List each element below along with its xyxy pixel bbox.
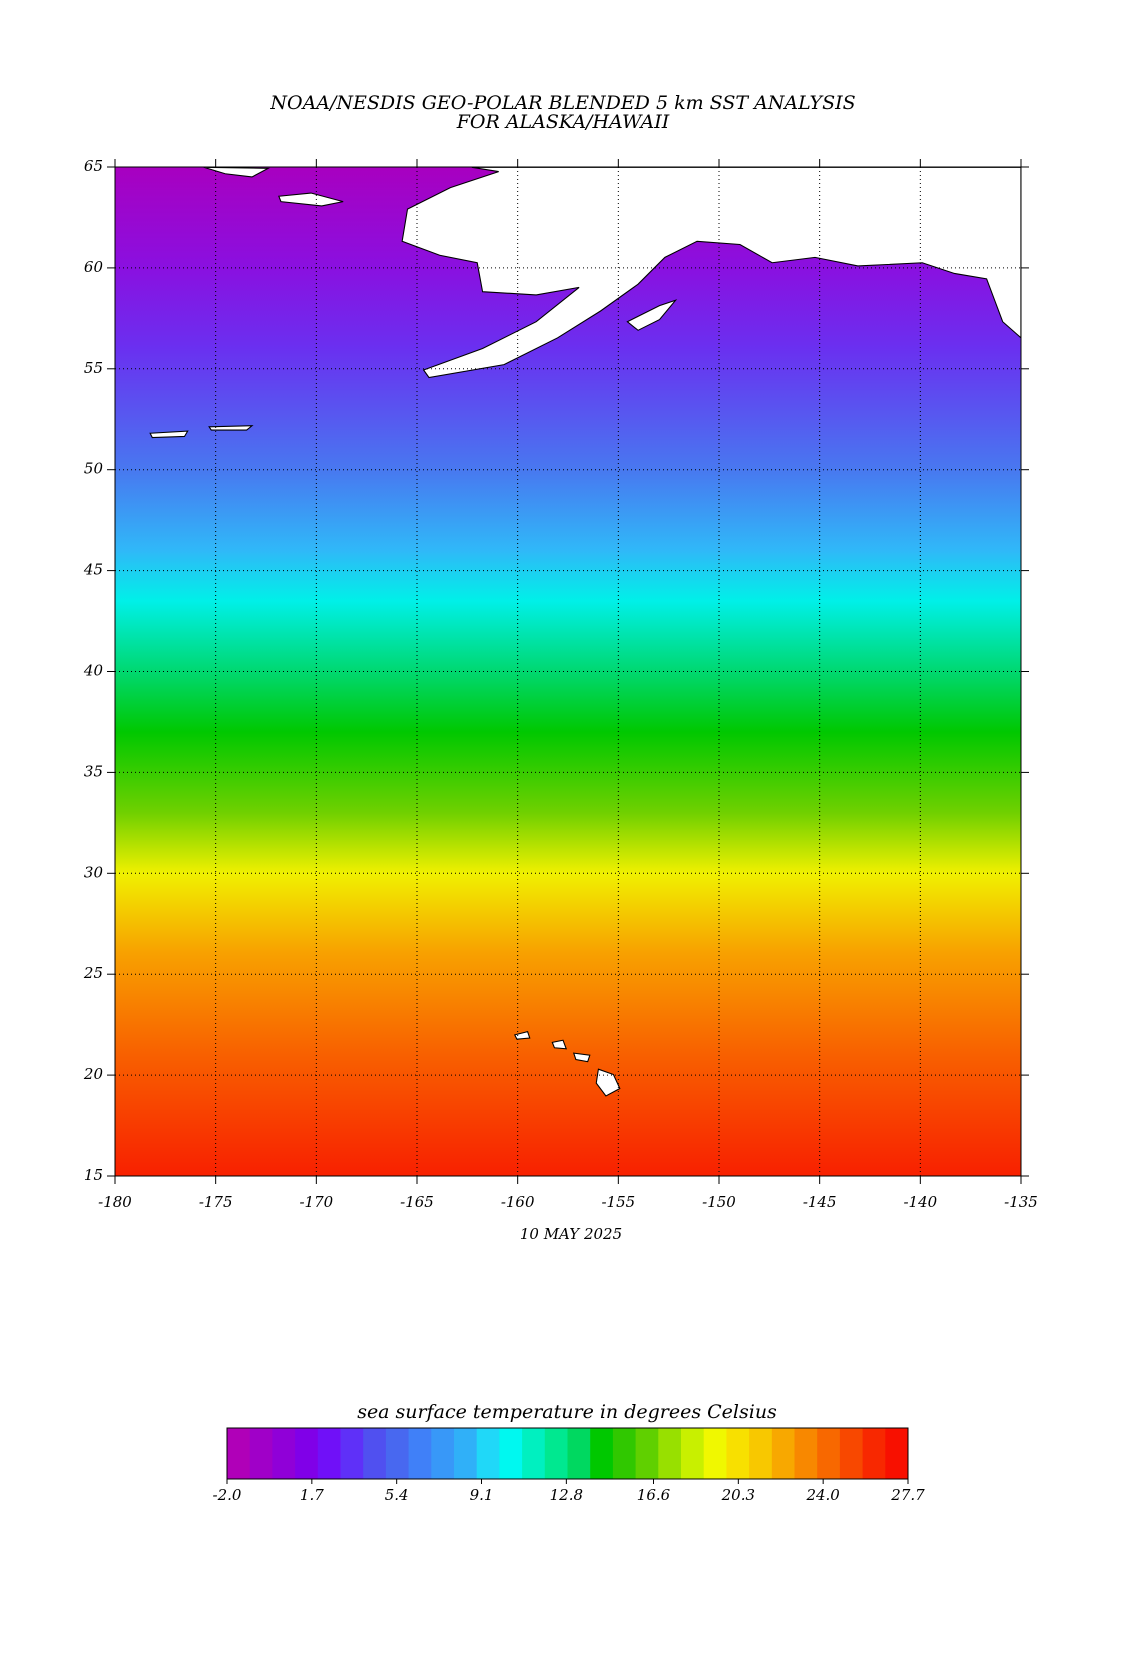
y-tick-label: 40 <box>83 662 104 680</box>
colorbar-tick-label: 24.0 <box>805 1486 840 1504</box>
colorbar-cell <box>544 1428 568 1479</box>
colorbar-tick-label: 16.6 <box>637 1486 671 1504</box>
colorbar-cell <box>681 1428 705 1479</box>
date: 10 MAY 2025 <box>520 1225 622 1243</box>
y-tick-label: 50 <box>84 460 104 478</box>
y-tick-label: 15 <box>84 1166 103 1184</box>
colorbar-cell <box>431 1428 455 1479</box>
colorbar-tick-label: -2.0 <box>213 1486 242 1504</box>
colorbar-cell <box>249 1428 273 1479</box>
x-tick-label: -155 <box>601 1193 635 1211</box>
colorbar-tick-label: 1.7 <box>300 1486 324 1504</box>
land <box>149 166 1022 1097</box>
colorbar-cell <box>385 1428 410 1479</box>
colorbar-cell <box>522 1428 546 1479</box>
x-tick-label: -145 <box>803 1193 837 1211</box>
x-tick-label: -175 <box>199 1193 233 1211</box>
colorbar-cell <box>227 1428 251 1479</box>
colorbar-cell <box>885 1428 909 1479</box>
x-tick-label: -135 <box>1004 1193 1038 1211</box>
x-tick-label: -180 <box>98 1193 132 1211</box>
colorbar-cell <box>703 1428 727 1479</box>
colorbar-cell <box>862 1428 886 1479</box>
colorbar-cell <box>340 1428 364 1479</box>
colorbar-tick-label: 5.4 <box>385 1486 409 1504</box>
y-tick-label: 60 <box>84 258 104 276</box>
colorbar-cell <box>635 1428 659 1479</box>
colorbar-cell <box>454 1428 478 1479</box>
colorbar-cell <box>817 1428 841 1479</box>
colorbar-cell <box>363 1428 387 1479</box>
colorbar-cell <box>612 1428 637 1479</box>
y-tick-label: 30 <box>84 863 104 881</box>
y-tick-label: 20 <box>83 1065 104 1083</box>
y-tick-label: 35 <box>84 762 103 780</box>
colorbar-label: sea surface temperature in degrees Celsi… <box>357 1401 777 1423</box>
colorbar-cell <box>295 1428 319 1479</box>
colorbar-tick-label: 12.8 <box>550 1486 583 1504</box>
colorbar-cell <box>567 1428 591 1479</box>
colorbar-cell <box>590 1428 614 1479</box>
colorbar-frame <box>226 1427 909 1480</box>
colorbar-cell <box>749 1428 773 1479</box>
y-tick-label: 65 <box>84 157 103 175</box>
plot-frame <box>114 166 1022 1177</box>
colorbar-cell <box>476 1428 500 1479</box>
colorbar-cell <box>408 1428 432 1479</box>
y-tick-label: 25 <box>83 964 103 982</box>
colorbar-tick-label: 27.7 <box>890 1486 925 1504</box>
x-tick-label: -165 <box>400 1193 434 1211</box>
title: NOAA/NESDIS GEO-POLAR BLENDED 5 km SST A… <box>269 92 855 114</box>
subtitle: FOR ALASKA/HAWAII <box>456 111 670 133</box>
colorbar-cell <box>317 1428 341 1479</box>
colorbar-cell <box>794 1428 818 1479</box>
colorbar-cell <box>726 1428 750 1479</box>
colorbar-cell <box>771 1428 795 1479</box>
colorbar-tick-label: 9.1 <box>470 1486 494 1504</box>
x-tick-label: -160 <box>501 1193 535 1211</box>
colorbar-cell <box>272 1428 296 1479</box>
colorbar-tick-label: 20.3 <box>721 1486 755 1504</box>
y-tick-label: 45 <box>83 561 103 579</box>
colorbar-cell <box>499 1428 523 1479</box>
colorbar-cell <box>839 1428 864 1479</box>
x-tick-label: -170 <box>299 1193 333 1211</box>
y-tick-label: 55 <box>84 359 103 377</box>
x-tick-label: -150 <box>702 1193 736 1211</box>
x-tick-label: -140 <box>903 1193 937 1211</box>
colorbar-cell <box>658 1428 682 1479</box>
